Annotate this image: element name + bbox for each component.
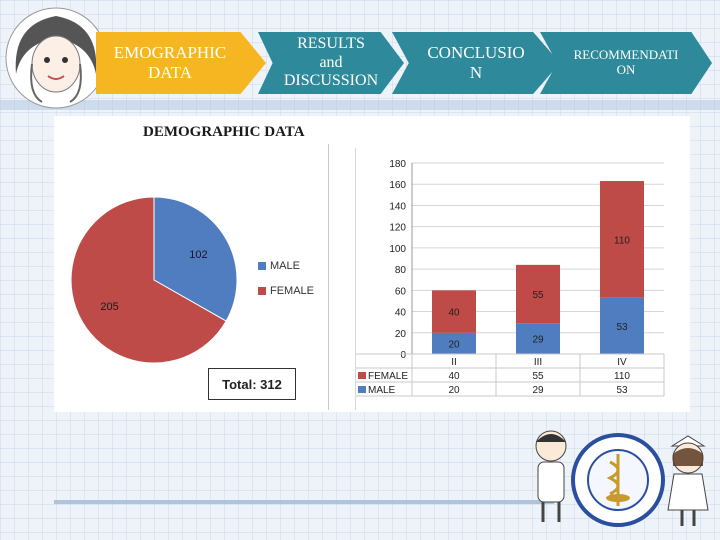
- nav-step-conclusion-label: CONCLUSIO N: [427, 43, 525, 82]
- pie-legend-female: FEMALE: [258, 285, 314, 297]
- bar-male-II: [432, 332, 476, 354]
- table-cell: 40: [448, 371, 460, 382]
- x-tick-label: IV: [617, 357, 627, 368]
- y-tick-label: 100: [389, 244, 406, 255]
- legend-label-female: FEMALE: [270, 285, 315, 297]
- slide-title: DEMOGRAPHIC DATA: [143, 124, 305, 140]
- bottom-rule: [54, 500, 554, 504]
- seal-logo: [571, 433, 665, 527]
- legend-swatch-male: [258, 262, 266, 270]
- nav-step-results-label: RESULTS and DISCUSSION: [283, 35, 379, 90]
- nurse-cartoon-left: [535, 430, 567, 522]
- bar-label-male-II: 20: [448, 339, 460, 350]
- pie-slice-male: [153, 196, 238, 322]
- panel-divider: [328, 144, 329, 410]
- table-cell: 29: [532, 385, 544, 396]
- table-cell: 20: [448, 385, 460, 396]
- y-tick-label: 160: [389, 180, 406, 191]
- table-swatch-male: [358, 386, 366, 393]
- table-cell: 55: [532, 371, 544, 382]
- nav-step-recommendation[interactable]: RECOMMENDATI ON: [540, 32, 712, 94]
- nav-step-demographic-label: EMOGRAPHIC DATA: [113, 43, 227, 82]
- nav-step-results[interactable]: RESULTS and DISCUSSION: [258, 32, 404, 94]
- bar-label-male-IV: 53: [616, 322, 628, 333]
- y-tick-label: 180: [389, 159, 406, 170]
- y-tick-label: 60: [395, 286, 407, 297]
- bar-label-female-II: 40: [448, 308, 460, 319]
- bar-male-III: [516, 323, 560, 354]
- y-tick-label: 20: [395, 329, 407, 340]
- table-cell: 53: [616, 385, 628, 396]
- table-row-label: MALE: [368, 385, 396, 396]
- pie-label-male: 102: [189, 249, 207, 261]
- bar-label-female-IV: 110: [614, 235, 630, 246]
- table-row-label: FEMALE: [368, 371, 408, 382]
- y-tick-label: 120: [389, 223, 406, 234]
- x-tick-label: II: [451, 357, 457, 368]
- nurse-cartoon-right: [667, 435, 709, 526]
- total-box: Total: 312: [208, 368, 296, 400]
- bar-female-II: [432, 290, 476, 333]
- x-tick-label: III: [534, 357, 542, 368]
- pie-chart: 102 205: [70, 196, 238, 364]
- pie-legend-male: MALE: [258, 260, 300, 272]
- nav-step-recommendation-label: RECOMMENDATI ON: [573, 47, 679, 77]
- bar-label-male-III: 29: [532, 335, 544, 346]
- bar-female-III: [516, 264, 560, 324]
- bar-female-IV: [600, 181, 644, 298]
- table-swatch-female: [358, 372, 366, 379]
- y-tick-label: 140: [389, 201, 406, 212]
- panel-divider-2: [355, 148, 356, 410]
- y-tick-label: 0: [400, 350, 406, 361]
- bar-label-female-III: 55: [532, 290, 544, 301]
- legend-label-male: MALE: [270, 260, 300, 272]
- y-tick-label: 40: [395, 308, 407, 319]
- bar-male-IV: [600, 297, 644, 354]
- nav-step-conclusion[interactable]: CONCLUSIO N: [392, 32, 560, 94]
- nav-step-demographic[interactable]: EMOGRAPHIC DATA: [96, 32, 266, 94]
- pie-label-female: 205: [100, 301, 118, 313]
- pie-slice-female: [70, 196, 227, 364]
- table-cell: 110: [614, 371, 630, 382]
- legend-swatch-female: [258, 287, 266, 295]
- avatar: [5, 7, 107, 109]
- y-tick-label: 80: [395, 265, 407, 276]
